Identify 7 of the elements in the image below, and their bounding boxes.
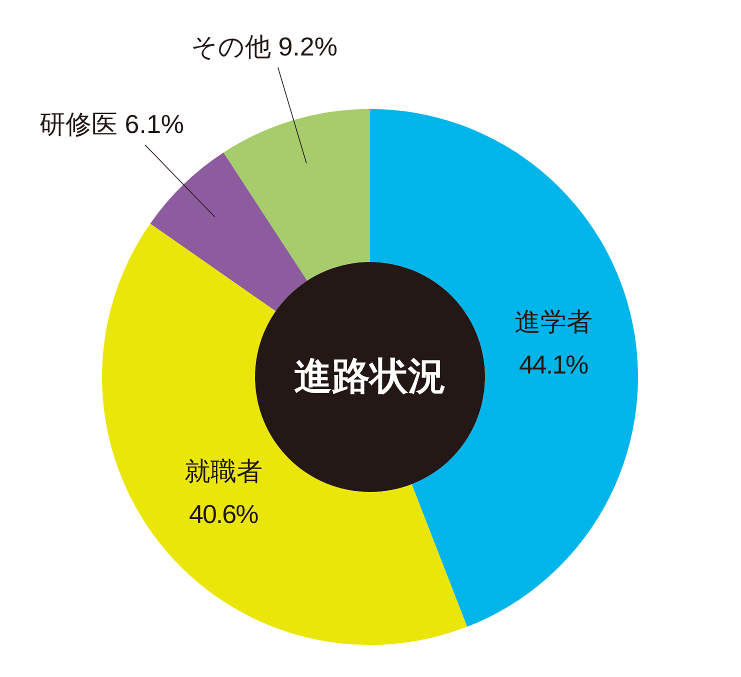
slice-label: 進学者	[514, 306, 592, 337]
slice-label: 就職者	[184, 456, 262, 486]
slice-label: 研修医 6.1%	[40, 109, 184, 140]
data-label: 44.1%	[518, 350, 589, 380]
text: 進路状況	[294, 356, 446, 398]
slice-label: その他 9.2%	[191, 31, 338, 62]
data-label: 40.6%	[188, 499, 259, 530]
